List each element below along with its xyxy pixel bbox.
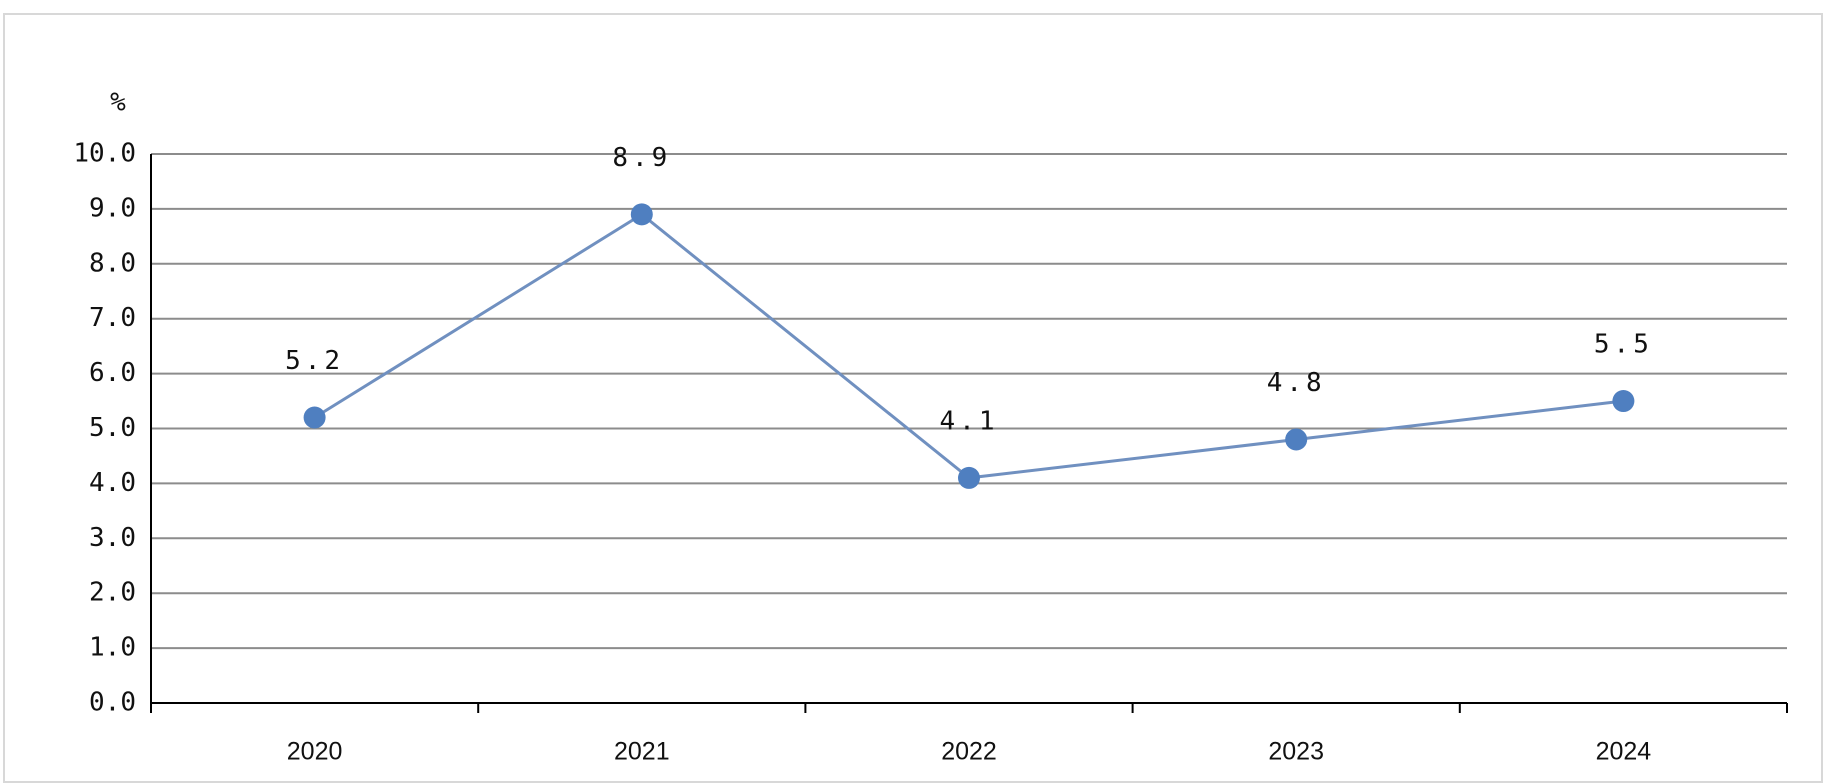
x-tick-label: 2024 [1596, 738, 1652, 766]
x-tick-label: 2022 [941, 738, 997, 766]
data-label: 4.8 [1267, 368, 1326, 398]
data-label: 4.1 [940, 406, 999, 436]
y-tick-label: 5.0 [89, 413, 136, 443]
point [1285, 428, 1308, 451]
y-tick-label: 7.0 [89, 303, 136, 333]
x-tick-label: 2021 [614, 738, 670, 766]
y-tick-label: 10.0 [73, 139, 136, 169]
x-tick-label: 2023 [1268, 738, 1324, 766]
y-tick-label: 6.0 [89, 358, 136, 388]
point [958, 466, 980, 489]
y-tick-label: 4.0 [89, 468, 136, 498]
y-tick-label: 9.0 [89, 193, 136, 223]
point [1612, 390, 1635, 413]
y-tick-label: 3.0 [89, 523, 136, 553]
y-tick-label: 1.0 [89, 633, 136, 663]
data-label: 8.9 [612, 143, 671, 173]
data-label: 5.2 [285, 346, 344, 376]
y-axis-unit: % [110, 88, 126, 118]
y-tick-label: 8.0 [89, 248, 136, 278]
point [303, 406, 326, 429]
y-tick-label: 0.0 [89, 688, 136, 718]
data-label: 5.5 [1594, 330, 1653, 360]
point [630, 203, 653, 226]
y-tick-label: 2.0 [89, 578, 136, 608]
x-tick-label: 2020 [287, 738, 343, 766]
chart-border [3, 13, 1823, 783]
